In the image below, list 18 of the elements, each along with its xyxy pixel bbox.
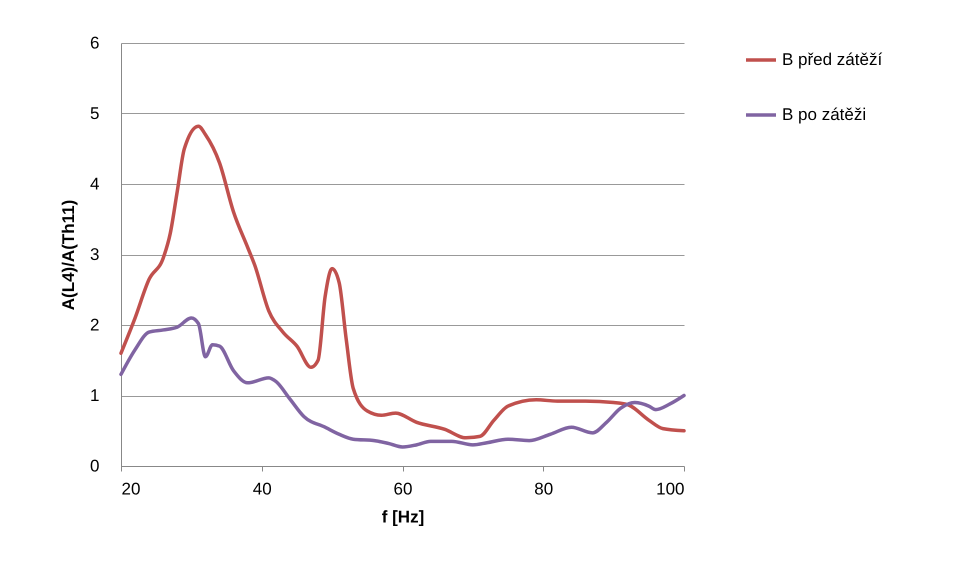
y-tick-label: 1: [90, 386, 100, 405]
y-tick-label: 6: [90, 34, 100, 52]
y-tick-label: 3: [90, 245, 100, 264]
x-tick-label: 20: [122, 480, 140, 498]
line-series: [119, 316, 686, 449]
legend-label: B po zátěži: [782, 105, 866, 124]
legend-label: B před zátěží: [782, 50, 882, 69]
y-axis-title: A(L4)/A(Th11): [59, 200, 78, 310]
x-tick-label: 80: [534, 480, 554, 498]
y-tick-label: 5: [90, 104, 100, 123]
x-tick-label: 100: [656, 480, 684, 498]
x-tick-label: 60: [394, 480, 412, 498]
y-tick-label: 0: [90, 456, 100, 476]
x-axis-title: f [Hz]: [382, 508, 424, 526]
y-tick-label: 4: [90, 174, 100, 194]
y-tick-label: 2: [90, 316, 100, 334]
x-tick-label: 40: [252, 480, 272, 498]
line-series: [119, 124, 686, 440]
